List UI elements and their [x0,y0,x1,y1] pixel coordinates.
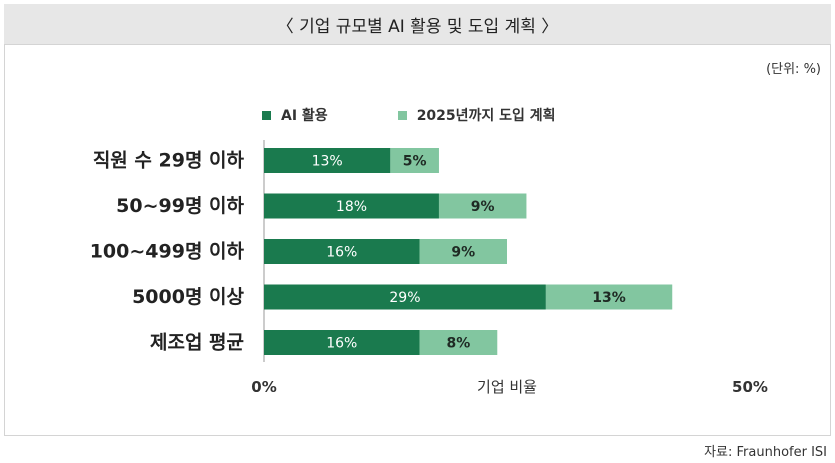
x-tick-label-min: 0% [251,378,276,396]
legend-swatch-ai-usage [262,110,271,120]
bar-ai-usage [264,148,391,173]
category-label: 제조업 평균 [150,332,244,354]
data-label-adoption-plan: 9% [471,199,495,215]
chart-title-bar: 〈 기업 규모별 AI 활용 및 도입 계획 〉 [4,4,831,44]
data-label-adoption-plan: 9% [451,245,475,261]
data-label-ai-usage: 16% [326,336,357,352]
legend-swatch-adoption-plan [397,110,407,120]
data-label-ai-usage: 18% [336,199,367,215]
data-label-adoption-plan: 13% [592,290,626,306]
bar-adoption-plan [390,148,439,173]
data-label-adoption-plan: 5% [403,154,427,170]
data-label-adoption-plan: 8% [447,336,471,352]
legend-item-ai-usage: AI 활용 [262,105,328,125]
legend-label-adoption-plan: 2025년까지 도입 계획 [416,108,556,124]
legend: AI 활용 2025년까지 도입 계획 [262,105,626,125]
bar-adoption-plan [438,193,527,219]
bar-adoption-plan [545,284,673,310]
data-label-ai-usage: 29% [389,290,420,306]
x-tick-label-max: 50% [732,378,768,396]
bar-ai-usage [264,284,546,310]
data-label-ai-usage: 16% [326,245,357,261]
unit-label: (단위: %) [766,62,821,77]
x-axis-label: 기업 비율 [477,378,537,396]
data-label-ai-usage: 13% [312,154,343,170]
legend-item-adoption-plan: 2025년까지 도입 계획 [397,105,556,125]
category-label: 50~99명 이하 [116,195,244,217]
bar-ai-usage [264,239,420,264]
category-label: 5000명 이상 [132,286,244,308]
category-label: 직원 수 29명 이하 [93,150,245,172]
bar-ai-usage [264,330,420,355]
bar-adoption-plan [419,330,498,355]
chart-title: 〈 기업 규모별 AI 활용 및 도입 계획 〉 [276,16,559,37]
bar-ai-usage [264,193,439,219]
legend-label-ai-usage: AI 활용 [281,108,328,124]
source-note: 자료: Fraunhofer ISI [704,445,827,460]
bar-adoption-plan [419,239,507,264]
category-label: 100~499명 이하 [90,241,245,263]
